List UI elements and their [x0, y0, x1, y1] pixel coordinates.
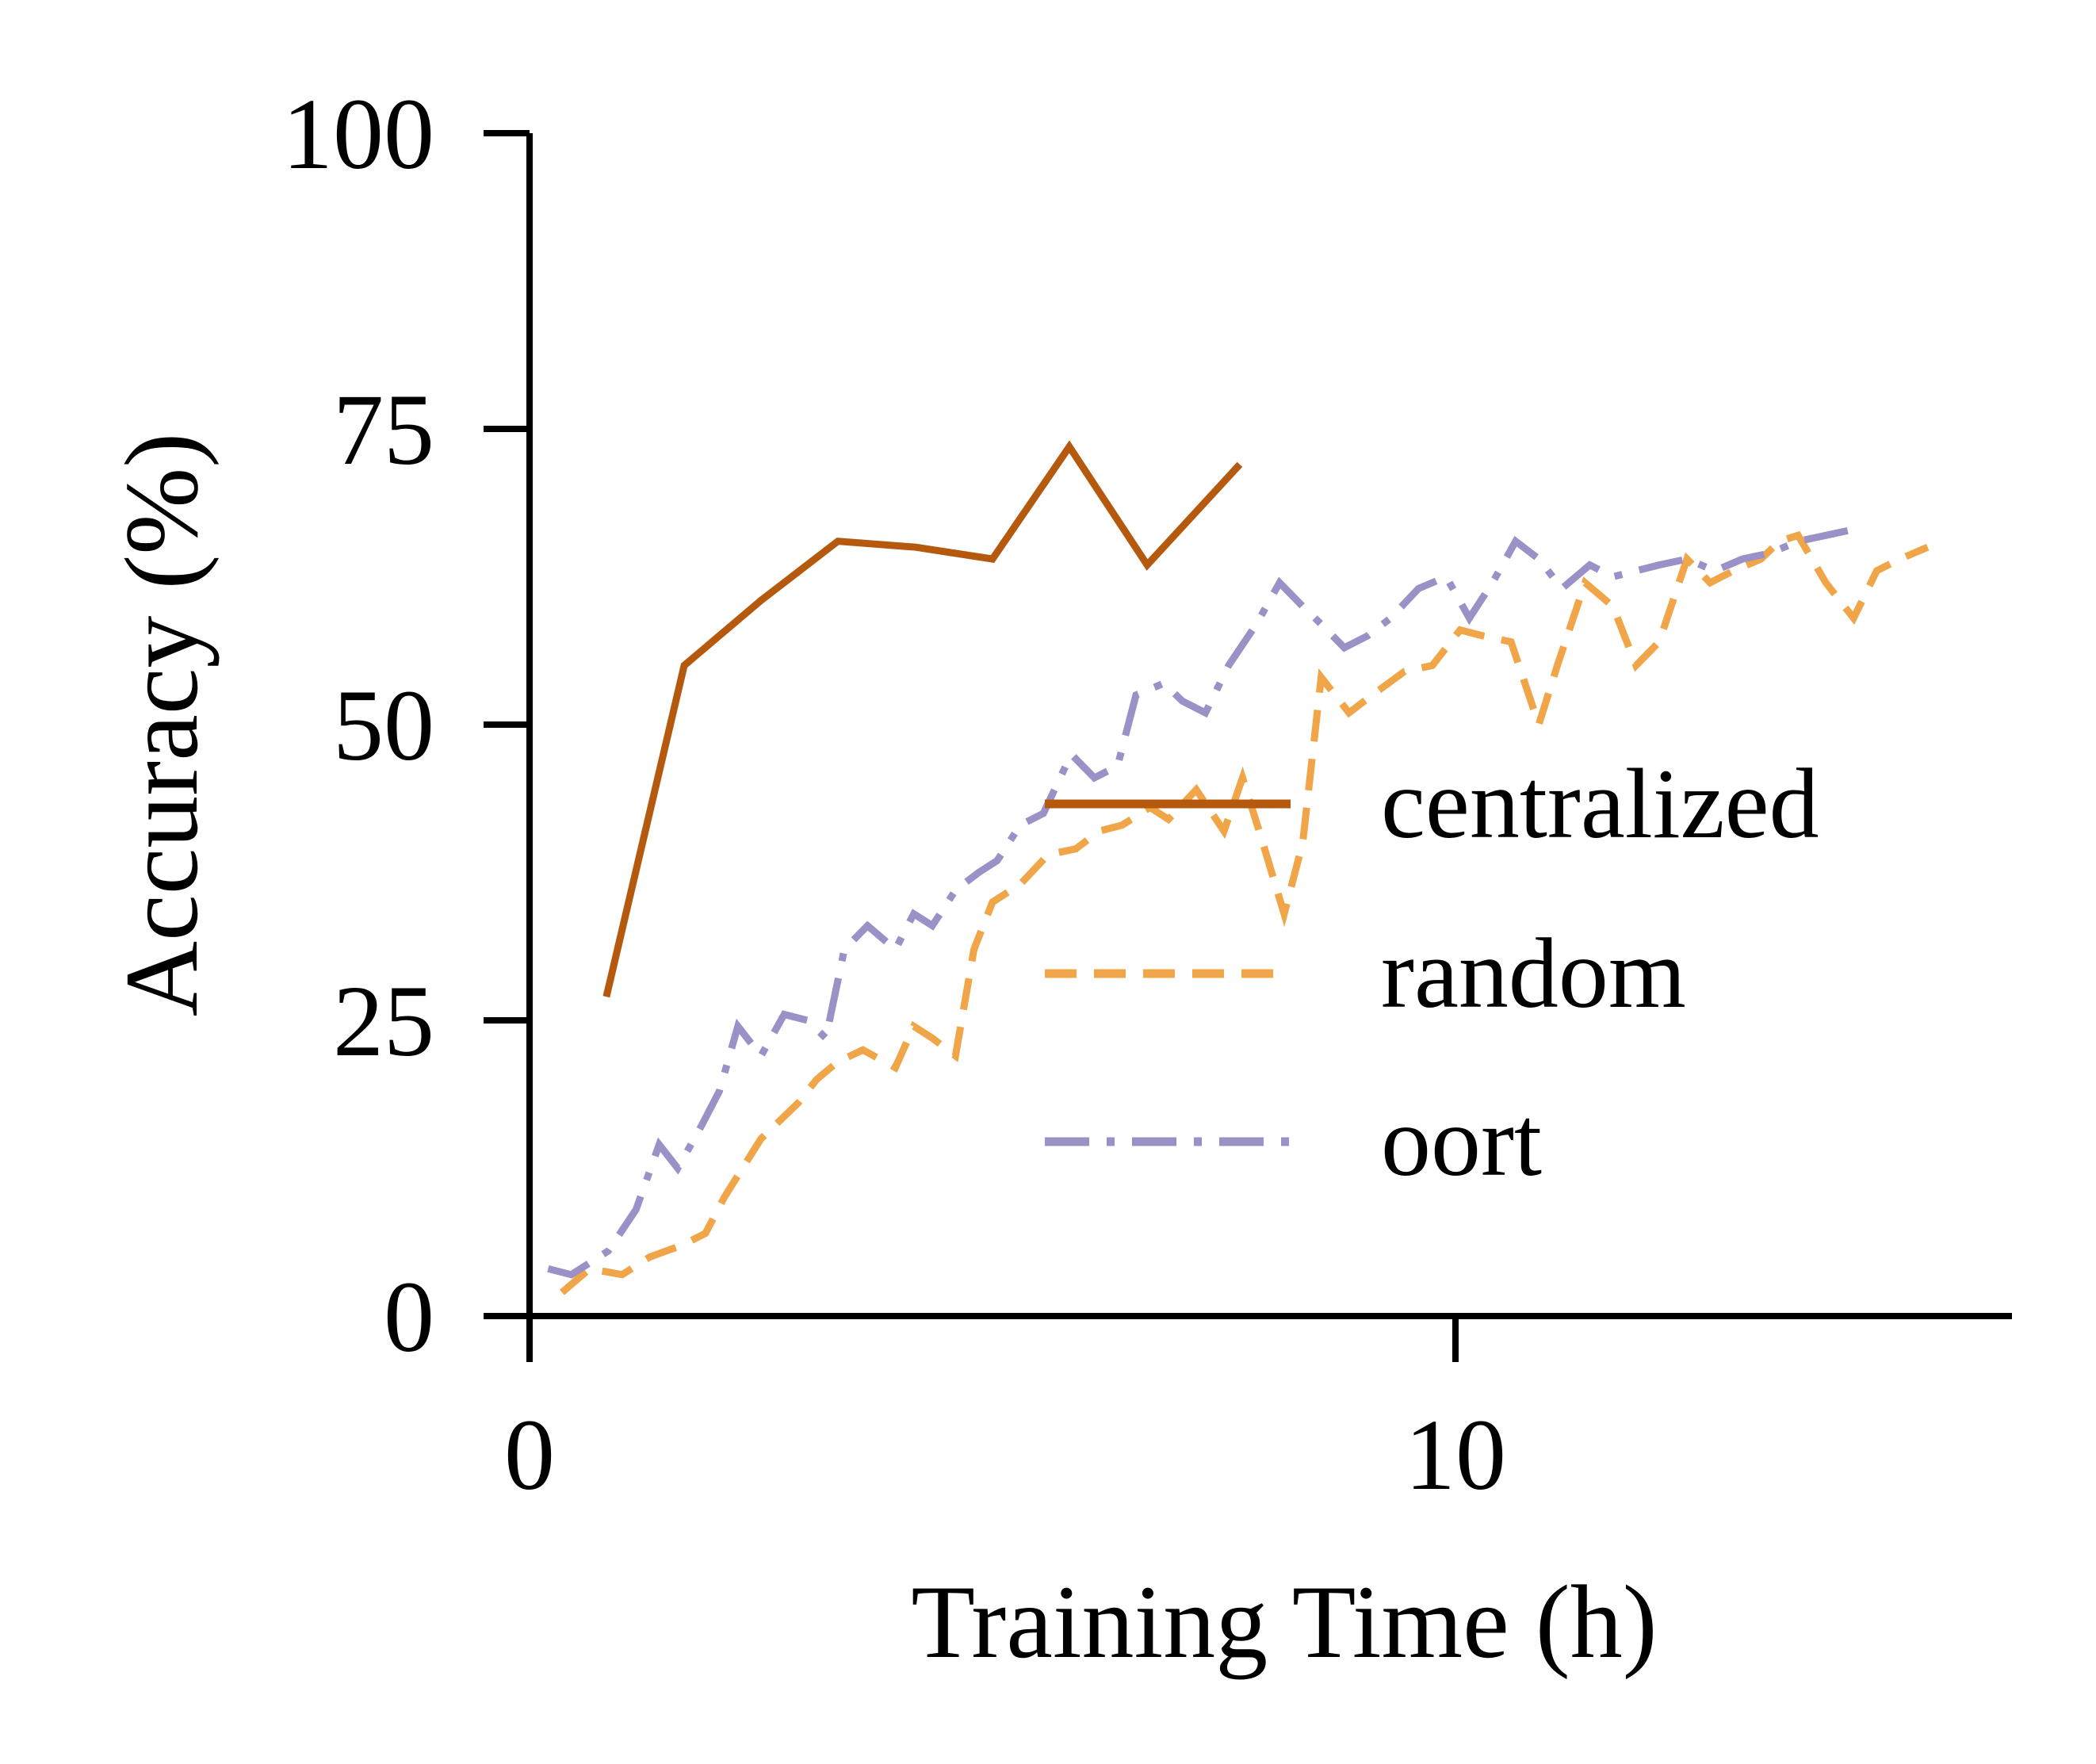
y-tick-label: 25	[333, 965, 434, 1077]
legend-label-random: random	[1381, 919, 1686, 1029]
x-ticks: 0 10	[504, 1316, 1506, 1511]
series-line-random	[559, 530, 1930, 1295]
legend: centralized random oort	[1045, 749, 1819, 1197]
y-ticks: 0 25 50 75 100	[282, 78, 530, 1373]
x-tick-label: 0	[504, 1399, 555, 1511]
legend-label-centralized: centralized	[1381, 749, 1819, 859]
series-line-centralized	[602, 440, 1243, 998]
y-tick-label: 100	[282, 78, 434, 190]
x-tick-label: 10	[1405, 1399, 1506, 1511]
x-axis-label: Training Time (h)	[911, 1563, 1657, 1680]
series-layer	[547, 440, 1930, 1295]
series-line-oort	[547, 526, 1855, 1279]
y-tick-label: 50	[333, 669, 434, 782]
legend-label-oort: oort	[1381, 1087, 1542, 1197]
y-tick-label: 75	[333, 373, 434, 486]
y-tick-label: 0	[384, 1261, 434, 1373]
y-axis-label: Accuracy (%)	[103, 433, 220, 1017]
